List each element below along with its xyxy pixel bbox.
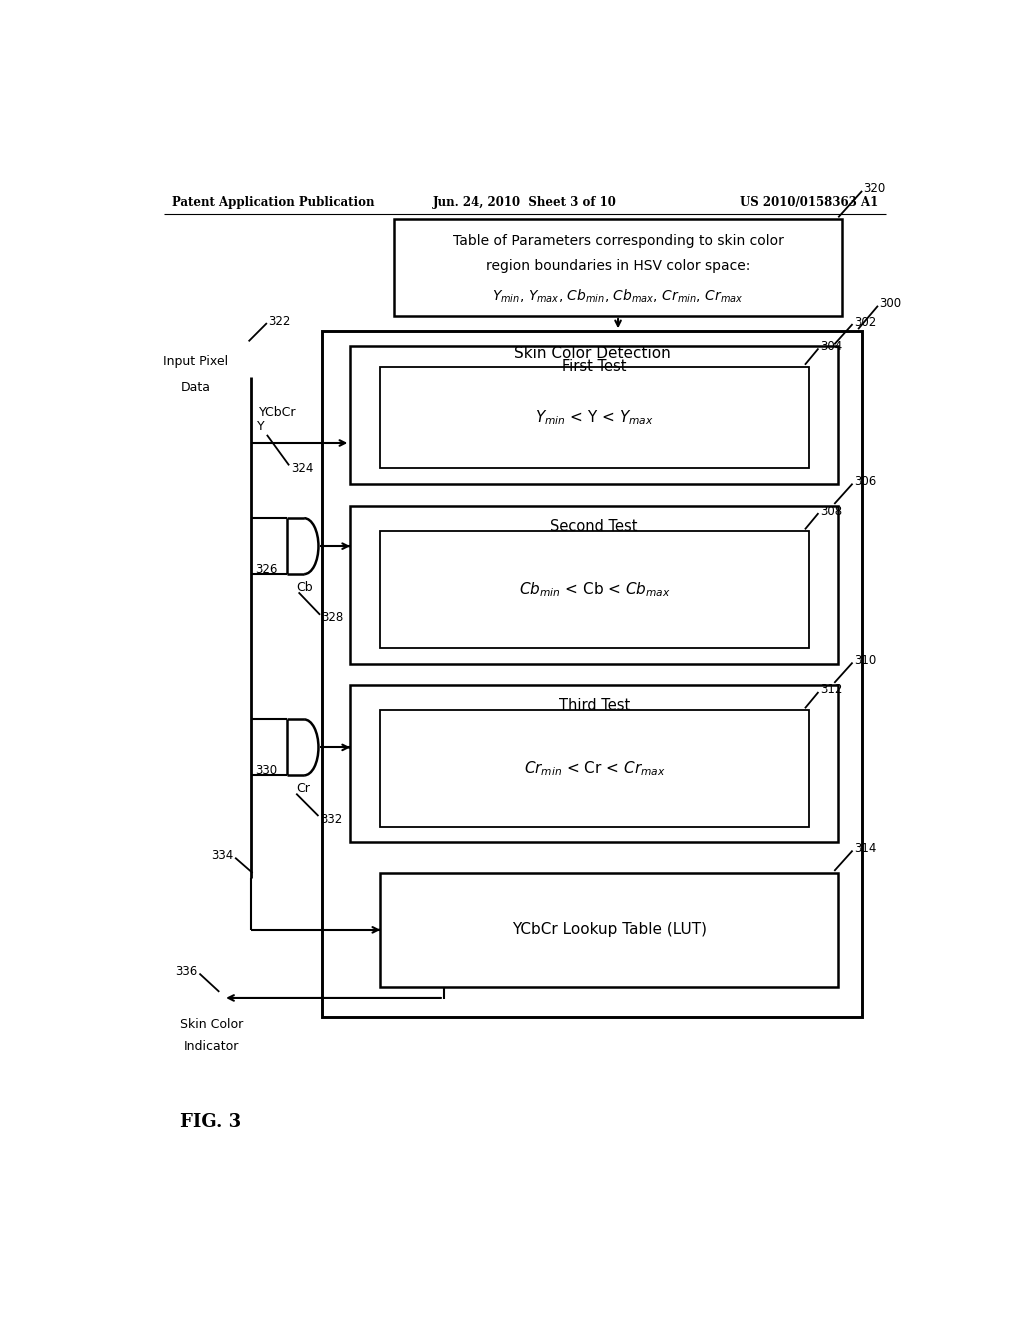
Text: 312: 312: [820, 684, 843, 697]
Text: $Cr_{min}$ < Cr < $Cr_{max}$: $Cr_{min}$ < Cr < $Cr_{max}$: [524, 759, 666, 777]
Text: 308: 308: [820, 504, 842, 517]
Text: 310: 310: [854, 653, 877, 667]
Bar: [394, 219, 842, 315]
Text: Skin Color Detection: Skin Color Detection: [514, 346, 671, 362]
Text: Table of Parameters corresponding to skin color: Table of Parameters corresponding to ski…: [453, 234, 783, 248]
Text: Cb: Cb: [296, 581, 313, 594]
Text: Second Test: Second Test: [551, 519, 638, 533]
Text: 330: 330: [255, 764, 278, 776]
Text: FIG. 3: FIG. 3: [179, 1113, 241, 1131]
Bar: [380, 710, 809, 828]
Bar: [350, 346, 839, 483]
Text: Indicator: Indicator: [183, 1040, 239, 1053]
Text: 302: 302: [854, 315, 877, 329]
Bar: [350, 506, 839, 664]
Bar: [323, 331, 862, 1018]
Text: Jun. 24, 2010  Sheet 3 of 10: Jun. 24, 2010 Sheet 3 of 10: [433, 195, 616, 209]
Text: YCbCr Lookup Table (LUT): YCbCr Lookup Table (LUT): [512, 923, 707, 937]
Text: YCbCr: YCbCr: [259, 407, 296, 418]
Text: 324: 324: [291, 462, 313, 475]
Text: 304: 304: [820, 341, 843, 352]
Text: 306: 306: [854, 475, 877, 488]
Bar: [380, 367, 809, 469]
Text: Skin Color: Skin Color: [179, 1018, 243, 1031]
Text: US 2010/0158363 A1: US 2010/0158363 A1: [739, 195, 878, 209]
Text: 314: 314: [854, 842, 877, 855]
Text: Data: Data: [180, 380, 211, 393]
Text: 336: 336: [175, 965, 198, 978]
Text: $Y_{min}$, $Y_{max}$, $Cb_{min}$, $Cb_{max}$, $Cr_{min}$, $Cr_{max}$: $Y_{min}$, $Y_{max}$, $Cb_{min}$, $Cb_{m…: [493, 288, 743, 305]
Text: 322: 322: [268, 314, 291, 327]
Text: Input Pixel: Input Pixel: [163, 355, 228, 368]
Text: region boundaries in HSV color space:: region boundaries in HSV color space:: [485, 259, 751, 273]
Text: 334: 334: [211, 849, 233, 862]
Bar: [380, 873, 839, 987]
Bar: [380, 532, 809, 648]
Text: 320: 320: [863, 182, 886, 195]
Text: 300: 300: [880, 297, 902, 310]
Text: 332: 332: [321, 813, 342, 825]
Bar: [350, 685, 839, 842]
Text: Third Test: Third Test: [559, 698, 630, 713]
Text: Y: Y: [257, 420, 265, 433]
Text: $Cb_{min}$ < Cb < $Cb_{max}$: $Cb_{min}$ < Cb < $Cb_{max}$: [519, 581, 671, 599]
Text: 326: 326: [255, 562, 278, 576]
Text: 328: 328: [322, 611, 344, 624]
Text: Cr: Cr: [296, 781, 310, 795]
Text: First Test: First Test: [562, 359, 627, 375]
Text: Patent Application Publication: Patent Application Publication: [172, 195, 374, 209]
Text: $Y_{min}$ < Y < $Y_{max}$: $Y_{min}$ < Y < $Y_{max}$: [536, 408, 654, 426]
